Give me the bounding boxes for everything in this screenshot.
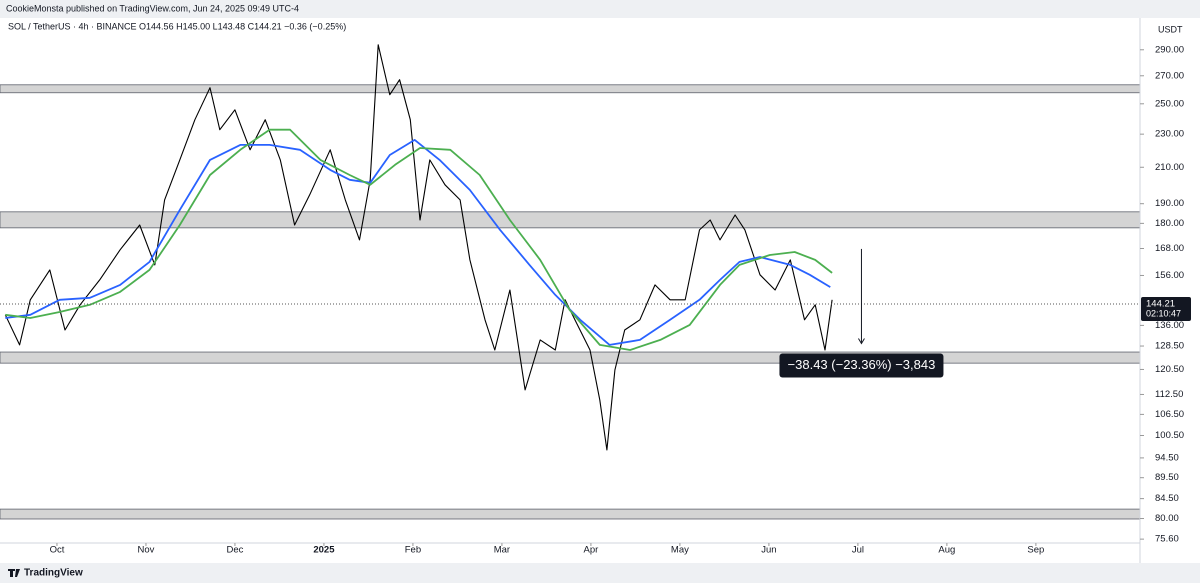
price-line bbox=[4, 44, 833, 451]
footer-bar bbox=[0, 563, 1200, 583]
moving-average bbox=[5, 139, 831, 346]
y-tick-label: 89.50 bbox=[1155, 472, 1179, 483]
y-tick-label: 94.50 bbox=[1155, 452, 1179, 463]
x-tick-label: Oct bbox=[50, 545, 65, 556]
y-tick-label: 250.00 bbox=[1155, 98, 1184, 109]
y-tick-label: 75.60 bbox=[1155, 534, 1179, 545]
x-tick-label: Mar bbox=[494, 545, 510, 556]
publisher-line: CookieMonsta published on TradingView.co… bbox=[6, 3, 299, 13]
last-price-box bbox=[1141, 297, 1191, 322]
x-tick-label: Jun bbox=[761, 545, 776, 556]
x-tick-label: Sep bbox=[1027, 545, 1044, 556]
y-tick-label: 84.50 bbox=[1155, 493, 1179, 504]
currency-label: USDT bbox=[1158, 24, 1183, 34]
y-tick-label: 128.50 bbox=[1155, 341, 1184, 352]
y-tick-label: 290.00 bbox=[1155, 44, 1184, 55]
y-tick-label: 168.00 bbox=[1155, 243, 1184, 254]
x-tick-label: Apr bbox=[584, 545, 599, 556]
brand-logo bbox=[8, 569, 20, 577]
moving-average bbox=[5, 128, 833, 351]
measure-box bbox=[779, 353, 944, 378]
measure-arrowhead bbox=[858, 338, 865, 345]
x-tick-label: Aug bbox=[938, 545, 955, 556]
y-tick-label: 106.50 bbox=[1155, 409, 1184, 420]
y-tick-label: 210.00 bbox=[1155, 162, 1184, 173]
y-tick-label: 120.50 bbox=[1155, 364, 1184, 375]
x-tick-label: Jul bbox=[852, 545, 864, 556]
x-tick-label: Nov bbox=[137, 545, 154, 556]
symbol-line: SOL / TetherUS · 4h · BINANCE O144.56 H1… bbox=[8, 21, 346, 31]
y-tick-label: 100.50 bbox=[1155, 430, 1184, 441]
header-bar bbox=[0, 0, 1200, 18]
sr-zone bbox=[0, 84, 1141, 94]
last-price-label: 144.21 bbox=[1146, 299, 1175, 310]
measure-label: −38.43 (−23.36%) −3,843 bbox=[788, 357, 936, 372]
sr-zone bbox=[0, 508, 1141, 520]
sr-zone bbox=[0, 351, 1141, 364]
x-tick-label: May bbox=[671, 545, 689, 556]
y-tick-label: 156.00 bbox=[1155, 270, 1184, 281]
x-tick-label: Dec bbox=[226, 545, 243, 556]
countdown-label: 02:10:47 bbox=[1146, 308, 1181, 318]
y-tick-label: 270.00 bbox=[1155, 70, 1184, 81]
x-tick-label: Feb bbox=[405, 545, 421, 556]
y-tick-label: 230.00 bbox=[1155, 129, 1184, 140]
y-tick-label: 80.00 bbox=[1155, 513, 1179, 524]
y-tick-label: 112.50 bbox=[1155, 389, 1183, 400]
y-tick-label: 190.00 bbox=[1155, 198, 1184, 209]
plot-area bbox=[0, 44, 1141, 520]
x-tick-label: 2025 bbox=[313, 545, 335, 556]
y-tick-label: 136.00 bbox=[1155, 320, 1184, 331]
brand-name: TradingView bbox=[24, 568, 83, 579]
y-tick-label: 180.00 bbox=[1155, 218, 1184, 229]
